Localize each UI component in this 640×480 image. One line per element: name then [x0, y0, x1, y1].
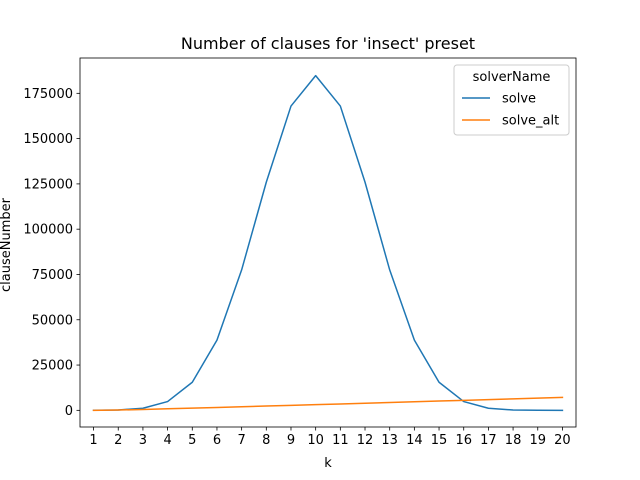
legend: solverName solve solve_alt	[453, 64, 570, 136]
x-tick-label: 1	[89, 433, 97, 448]
x-tick-label: 14	[406, 433, 423, 448]
y-tick-label: 125000	[23, 177, 73, 192]
x-tick-label: 12	[357, 433, 374, 448]
y-axis-label: clauseNumber	[0, 197, 14, 292]
x-tick-label: 9	[287, 433, 295, 448]
y-tick-label: 100000	[23, 223, 73, 238]
y-tick-label: 25000	[32, 359, 73, 374]
y-tick-label: 0	[65, 404, 73, 419]
x-tick-label: 7	[237, 433, 245, 448]
x-tick-label: 13	[381, 433, 398, 448]
y-tick-label: 150000	[23, 132, 73, 147]
x-tick-label: 3	[139, 433, 147, 448]
x-tick-label: 20	[554, 433, 571, 448]
y-tick-label: 175000	[23, 87, 73, 102]
x-tick-label: 16	[455, 433, 472, 448]
x-tick-label: 5	[188, 433, 196, 448]
x-tick-label: 6	[213, 433, 221, 448]
x-tick-label: 4	[163, 433, 171, 448]
y-tick-label: 75000	[32, 268, 73, 283]
series-line-solve	[92, 74, 564, 412]
legend-label-solve-alt: solve_alt	[502, 114, 559, 129]
series-line-solve-alt	[92, 396, 564, 412]
y-tick-label: 50000	[32, 313, 73, 328]
x-tick-label: 8	[262, 433, 270, 448]
plot-area: 1 2 3 4 5 6 7 8 9 10 11 12 13 14 15 16 17 18 19 20025000500…	[23, 57, 577, 448]
x-tick-label: 17	[480, 433, 497, 448]
legend-title: solverName	[473, 70, 551, 85]
x-tick-label: 19	[529, 433, 546, 448]
x-tick-label: 11	[332, 433, 349, 448]
x-tick-label: 10	[307, 433, 324, 448]
x-tick-label: 15	[431, 433, 448, 448]
x-axis-label: k	[324, 456, 332, 471]
x-tick-label: 18	[505, 433, 522, 448]
legend-label-solve: solve	[502, 92, 536, 107]
x-tick-label: 2	[114, 433, 122, 448]
legend-box	[453, 64, 570, 136]
chart-title: Number of clauses for 'insect' preset	[181, 34, 475, 53]
axes-frame	[79, 57, 577, 428]
